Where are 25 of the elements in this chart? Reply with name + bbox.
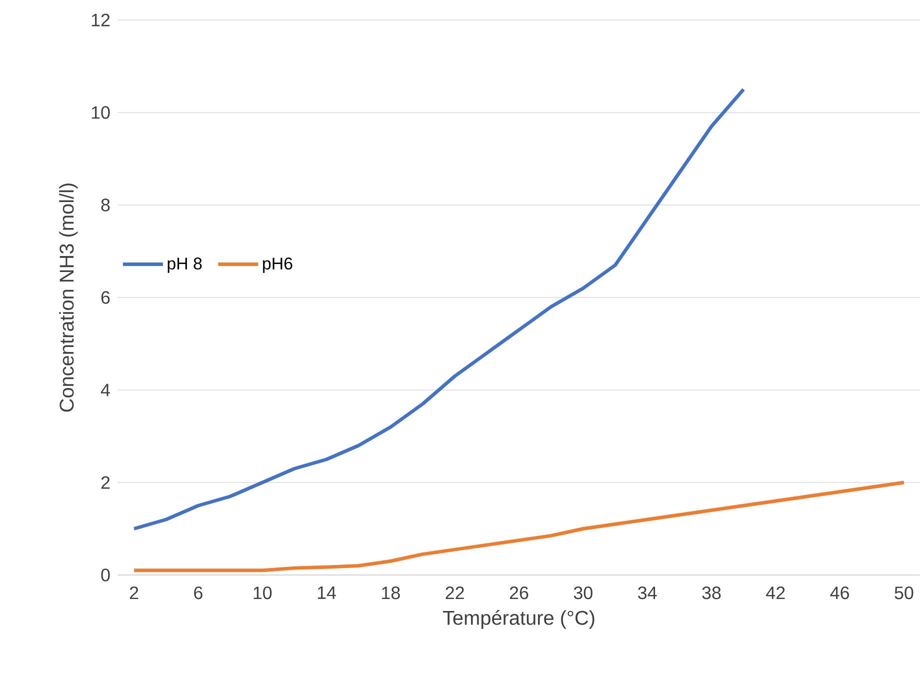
y-tick-label: 0 bbox=[101, 568, 110, 582]
y-tick-label: 6 bbox=[101, 291, 110, 304]
line-series bbox=[132, 88, 746, 530]
x-tick-label: 14 bbox=[318, 586, 336, 599]
legend-label: pH 8 bbox=[168, 258, 202, 273]
y-tick-label: 4 bbox=[100, 384, 110, 396]
y-tick-label: 10 bbox=[92, 106, 110, 119]
y-tick-label: 8 bbox=[101, 198, 110, 212]
x-tick-label: 46 bbox=[830, 586, 849, 600]
x-tick-label: 50 bbox=[894, 586, 914, 600]
x-tick-label: 38 bbox=[702, 586, 721, 600]
x-axis-title: Température (°C) bbox=[442, 610, 594, 629]
x-tick-label: 26 bbox=[510, 586, 528, 600]
x-tick-label: 10 bbox=[254, 586, 272, 600]
y-tick-label: 2 bbox=[101, 476, 110, 489]
x-tick-label: 22 bbox=[446, 586, 464, 600]
x-tick-label: 2 bbox=[130, 586, 138, 600]
y-axis-title: Concentration NH3 (mol/l) bbox=[59, 184, 78, 412]
legend-label: pH6 bbox=[263, 258, 292, 273]
x-tick-label: 42 bbox=[766, 586, 785, 600]
y-tick-label: 12 bbox=[92, 14, 110, 26]
x-tick-label: 6 bbox=[194, 586, 202, 600]
x-tick-label: 30 bbox=[574, 586, 592, 600]
x-tick-label: 34 bbox=[638, 586, 657, 600]
x-tick-label: 18 bbox=[382, 586, 400, 600]
